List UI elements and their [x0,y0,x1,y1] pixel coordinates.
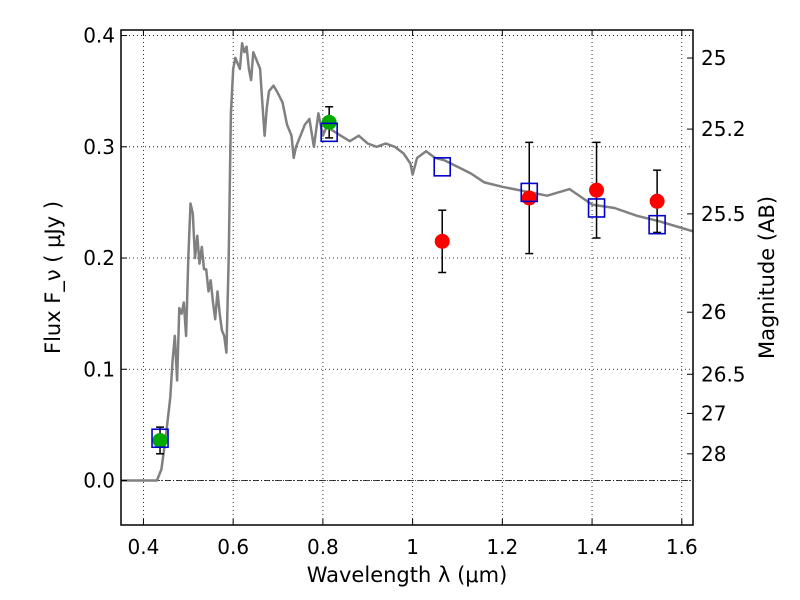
model-square [433,157,452,177]
y2-tick-label: 26 [701,300,726,324]
sed-model-line [121,42,694,482]
y-tick-label: 0.4 [83,24,115,48]
y-tick-label: 0.2 [83,246,115,270]
x-tick-label: 1.4 [576,535,608,559]
model-spectrum [121,42,694,482]
axis-ticks [121,30,693,525]
y2-tick-labels: 25 25.2 25.5 26 26.5 27 28 [701,46,746,466]
green-data-point [152,432,168,448]
plot-frame [120,29,694,526]
data-markers [151,114,666,449]
y-tick-label: 0.3 [83,135,115,159]
y-tick-label: 0.1 [83,357,115,381]
y-tick-label: 0.0 [83,469,115,493]
y2-tick-label: 27 [701,401,726,425]
x-tick-labels: 0.4 0.6 0.8 1 1.2 1.4 1.6 [128,535,698,559]
red-data-point [589,182,605,198]
x-tick-label: 1.6 [666,535,698,559]
x-tick-label: 0.6 [217,535,249,559]
model-square [520,182,539,203]
x-tick-label: 0.4 [128,535,160,559]
y-tick-labels: 0.0 0.1 0.2 0.3 0.4 [83,24,115,493]
model-square [320,122,338,143]
y2-axis-label: Magnitude (AB) [755,196,779,359]
x-axis-label: Wavelength λ (μm) [307,563,508,587]
green-data-point [321,114,337,130]
model-square [648,214,666,235]
red-data-point [434,233,450,249]
x-tick-label: 1.2 [486,535,518,559]
y2-tick-label: 28 [701,442,726,466]
red-data-point [521,190,537,206]
y2-tick-label: 26.5 [701,362,746,386]
red-data-point [649,193,665,209]
model-square [587,198,606,218]
y-axis-label: Flux F_ν ( μJy ) [41,201,66,354]
y2-tick-label: 25 [701,46,726,70]
x-tick-label: 1 [406,535,419,559]
y2-tick-label: 25.5 [701,202,746,226]
model-square [151,428,169,449]
y2-tick-label: 25.2 [701,117,746,141]
x-tick-label: 0.8 [307,535,339,559]
